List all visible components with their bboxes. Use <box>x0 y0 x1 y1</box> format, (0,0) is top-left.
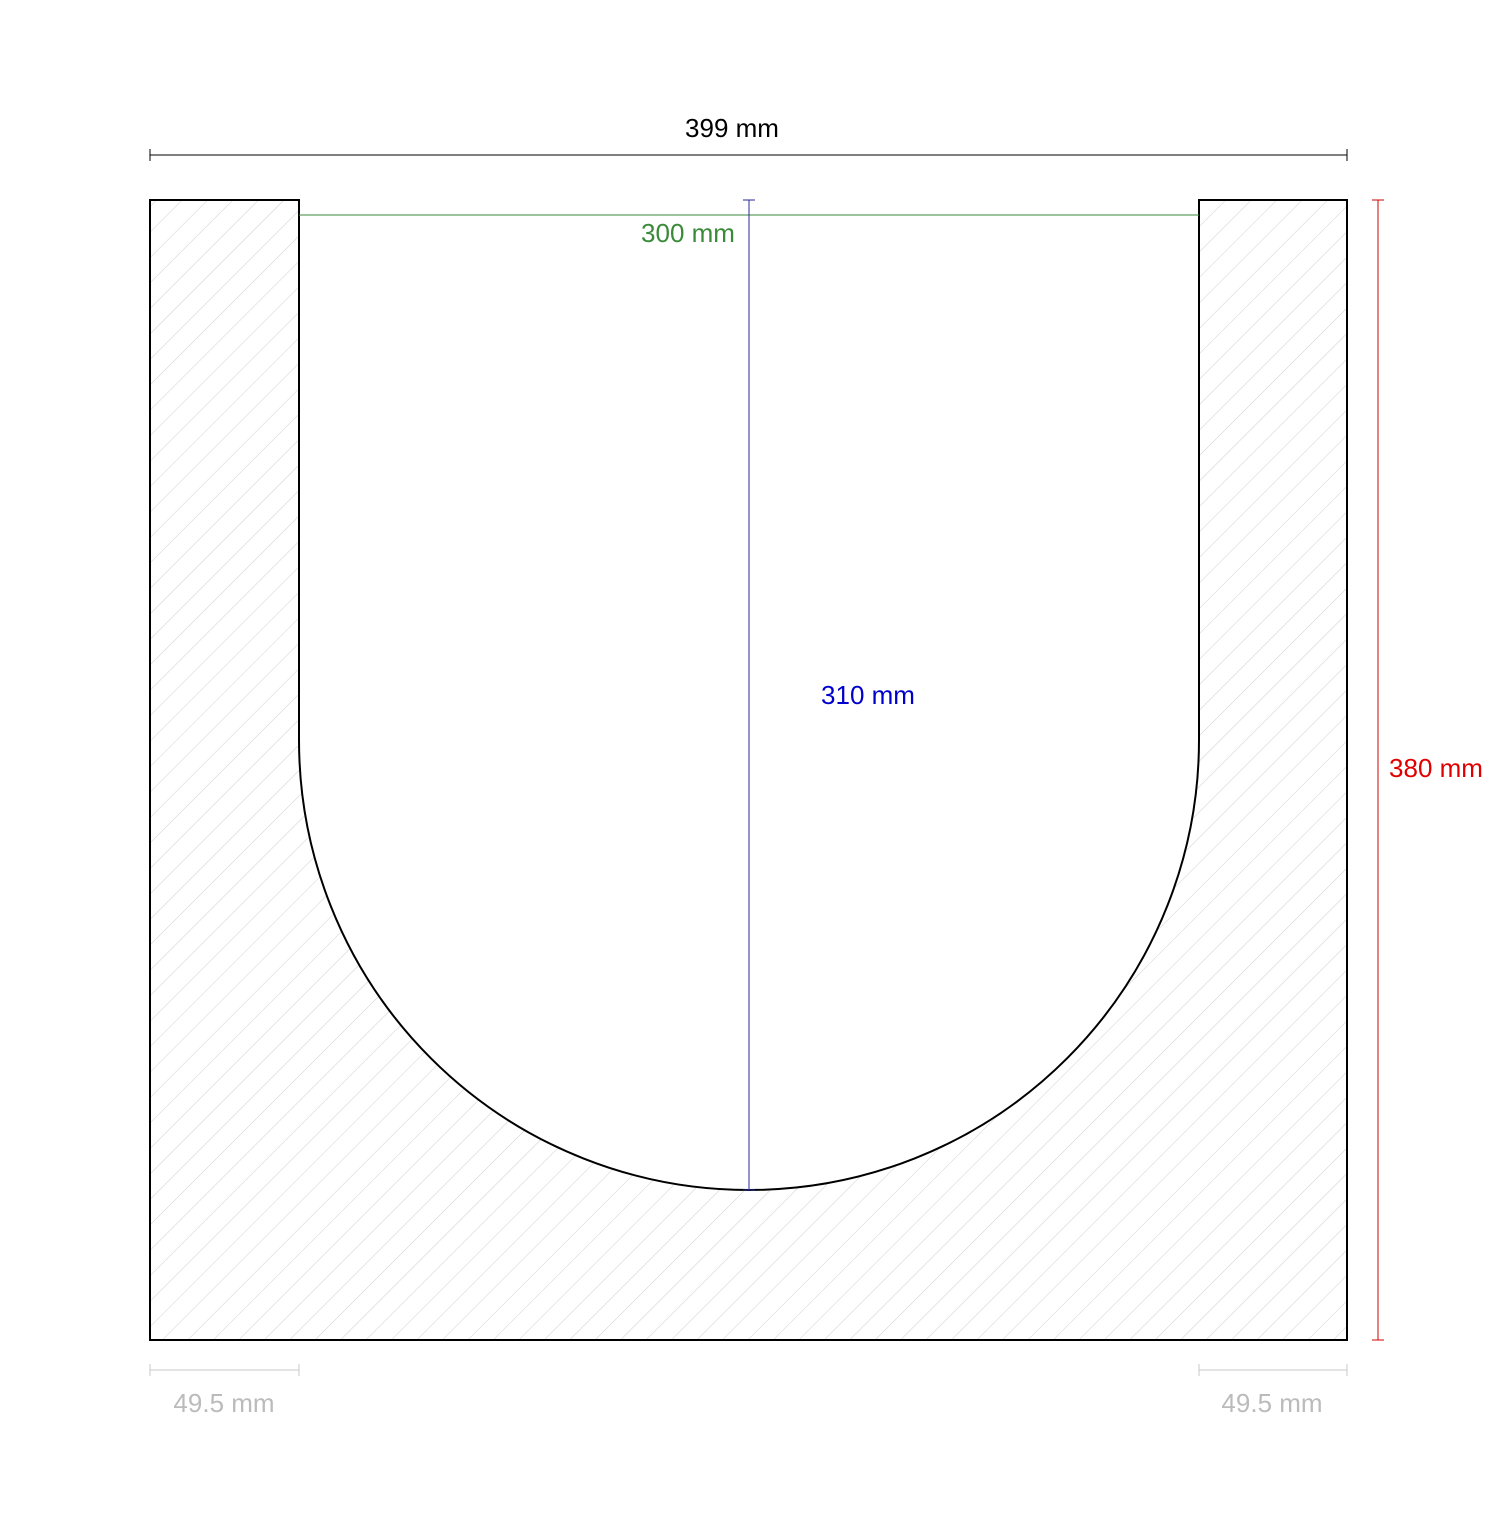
height-dimension <box>1372 199 1384 1341</box>
channel-section <box>149 199 1348 1341</box>
wall-dimensions <box>149 1364 1348 1376</box>
depth-dimension <box>743 199 755 1191</box>
left-wall-label: 49.5 mm <box>173 1388 274 1418</box>
width-dimension <box>149 149 1348 161</box>
height-label: 380 mm <box>1389 753 1483 783</box>
depth-label: 310 mm <box>821 680 915 710</box>
width-label: 399 mm <box>685 113 779 143</box>
inner-width-label: 300 mm <box>641 218 735 248</box>
right-wall-label: 49.5 mm <box>1221 1388 1322 1418</box>
